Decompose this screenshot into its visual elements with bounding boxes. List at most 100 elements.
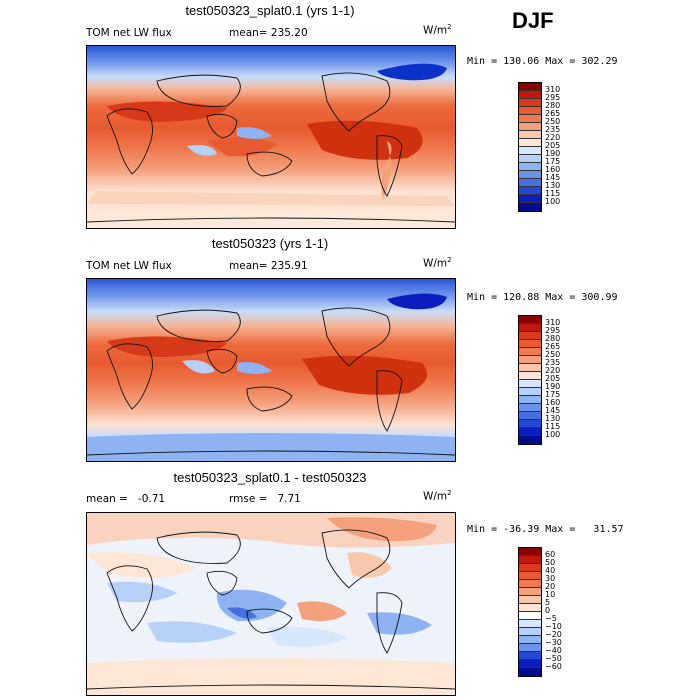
colorbar-tick-label: 190 bbox=[545, 149, 561, 158]
colorbar-swatch bbox=[519, 324, 541, 332]
colorbar-swatch bbox=[519, 620, 541, 628]
colorbar-swatch bbox=[519, 171, 541, 179]
colorbar-tick-label: 205 bbox=[545, 141, 561, 150]
unit-exponent: 2 bbox=[447, 23, 452, 31]
colorbar-tick-label: 280 bbox=[545, 101, 561, 110]
colorbar-swatch bbox=[519, 580, 541, 588]
colorbar-tick-label: 250 bbox=[545, 117, 561, 126]
colorbar-tick-label: 280 bbox=[545, 334, 561, 343]
colorbar-tick-label: 115 bbox=[545, 189, 561, 198]
panel-3-rmse-label: rmse = 7.71 bbox=[229, 493, 301, 505]
panel-2-unit: W/m2 bbox=[423, 256, 452, 270]
colorbar-tick-label: 10 bbox=[545, 590, 556, 599]
colorbar-swatch bbox=[519, 436, 541, 444]
colorbar-swatch bbox=[519, 612, 541, 620]
colorbar-swatch bbox=[519, 564, 541, 572]
panel-2-colorbar bbox=[518, 315, 542, 445]
colorbar-tick-label: 20 bbox=[545, 582, 556, 591]
colorbar-swatch bbox=[519, 163, 541, 171]
panel-2-minmax: Min = 120.88 Max = 300.99 bbox=[467, 292, 618, 303]
colorbar-tick-label: 265 bbox=[545, 109, 561, 118]
panel-3-colorbar bbox=[518, 547, 542, 677]
unit-text: W/m bbox=[423, 490, 448, 503]
colorbar-tick-label: 175 bbox=[545, 390, 561, 399]
colorbar-tick-label: 130 bbox=[545, 181, 561, 190]
colorbar-swatch bbox=[519, 420, 541, 428]
colorbar-tick-label: 100 bbox=[545, 430, 561, 439]
colorbar-tick-label: 130 bbox=[545, 414, 561, 423]
colorbar-tick-label: −60 bbox=[545, 662, 562, 671]
colorbar-swatch bbox=[519, 396, 541, 404]
colorbar-swatch bbox=[519, 388, 541, 396]
tropical-hotspot bbox=[302, 355, 428, 395]
colorbar-tick-label: −20 bbox=[545, 630, 562, 639]
colorbar-swatch bbox=[519, 380, 541, 388]
colorbar-swatch bbox=[519, 652, 541, 660]
colorbar-swatch bbox=[519, 83, 541, 91]
colorbar-tick-label: 295 bbox=[545, 93, 561, 102]
colorbar-swatch bbox=[519, 668, 541, 676]
colorbar-swatch bbox=[519, 107, 541, 115]
colorbar-tick-label: 0 bbox=[545, 606, 551, 615]
panel-3-map bbox=[86, 512, 456, 696]
tropical-hotspot bbox=[307, 120, 423, 160]
colorbar-swatch bbox=[519, 556, 541, 564]
colorbar-swatch bbox=[519, 572, 541, 580]
colorbar-tick-label: 220 bbox=[545, 366, 561, 375]
subtropical-band bbox=[107, 101, 227, 122]
colorbar-tick-label: 190 bbox=[545, 382, 561, 391]
colorbar-tick-label: 5 bbox=[545, 598, 551, 607]
colorbar-tick-label: 100 bbox=[545, 197, 561, 206]
colorbar-tick-label: −50 bbox=[545, 654, 562, 663]
colorbar-tick-label: 145 bbox=[545, 173, 561, 182]
colorbar-swatch bbox=[519, 660, 541, 668]
panel-3-map-svg bbox=[87, 513, 455, 695]
panel-1-title: test050323_splat0.1 (yrs 1-1) bbox=[185, 3, 355, 18]
colorbar-tick-label: 295 bbox=[545, 326, 561, 335]
colorbar-tick-label: 160 bbox=[545, 398, 561, 407]
panel-1-map bbox=[86, 45, 456, 229]
colorbar-swatch bbox=[519, 203, 541, 211]
unit-text: W/m bbox=[423, 257, 448, 270]
colorbar-tick-label: 310 bbox=[545, 85, 561, 94]
colorbar-tick-label: 265 bbox=[545, 342, 561, 351]
panel-2-title: test050323 (yrs 1-1) bbox=[211, 236, 329, 251]
colorbar-swatch bbox=[519, 372, 541, 380]
colorbar-swatch bbox=[519, 340, 541, 348]
colorbar-tick-label: 40 bbox=[545, 566, 556, 575]
colorbar-swatch bbox=[519, 123, 541, 131]
colorbar-tick-label: 50 bbox=[545, 558, 556, 567]
panel-1-map-svg bbox=[87, 46, 455, 228]
coastlines bbox=[87, 72, 455, 223]
colorbar-tick-label: −40 bbox=[545, 646, 562, 655]
panel-2-mean-label: mean= 235.91 bbox=[229, 260, 308, 272]
colorbar-tick-label: 175 bbox=[545, 157, 561, 166]
colorbar-swatch bbox=[519, 412, 541, 420]
colorbar-swatch bbox=[519, 588, 541, 596]
panel-1-mean-label: mean= 235.20 bbox=[229, 27, 308, 39]
colorbar-tick-label: −30 bbox=[545, 638, 562, 647]
colorbar-swatch bbox=[519, 604, 541, 612]
colorbar-tick-label: 220 bbox=[545, 133, 561, 142]
panel-3-title: test050323_splat0.1 - test050323 bbox=[173, 470, 367, 485]
colorbar-swatch bbox=[519, 99, 541, 107]
panel-1-variable-label: TOM net LW flux bbox=[86, 27, 172, 39]
colorbar-tick-label: 60 bbox=[545, 550, 556, 559]
colorbar-swatch bbox=[519, 428, 541, 436]
colorbar-tick-label: 160 bbox=[545, 165, 561, 174]
colorbar-swatch bbox=[519, 139, 541, 147]
colorbar-swatch bbox=[519, 91, 541, 99]
colorbar-tick-label: −10 bbox=[545, 622, 562, 631]
panel-3-mean-label: mean = -0.71 bbox=[86, 493, 166, 505]
colorbar-swatch bbox=[519, 316, 541, 324]
colorbar-swatch bbox=[519, 332, 541, 340]
unit-text: W/m bbox=[423, 24, 448, 37]
colorbar-swatch bbox=[519, 131, 541, 139]
colorbar-swatch bbox=[519, 179, 541, 187]
colorbar-swatch bbox=[519, 195, 541, 203]
colorbar-tick-label: 235 bbox=[545, 358, 561, 367]
panel-1-minmax: Min = 130.06 Max = 302.29 bbox=[467, 56, 618, 67]
colorbar-swatch bbox=[519, 596, 541, 604]
colorbar-swatch bbox=[519, 115, 541, 123]
panel-1-unit: W/m2 bbox=[423, 23, 452, 37]
